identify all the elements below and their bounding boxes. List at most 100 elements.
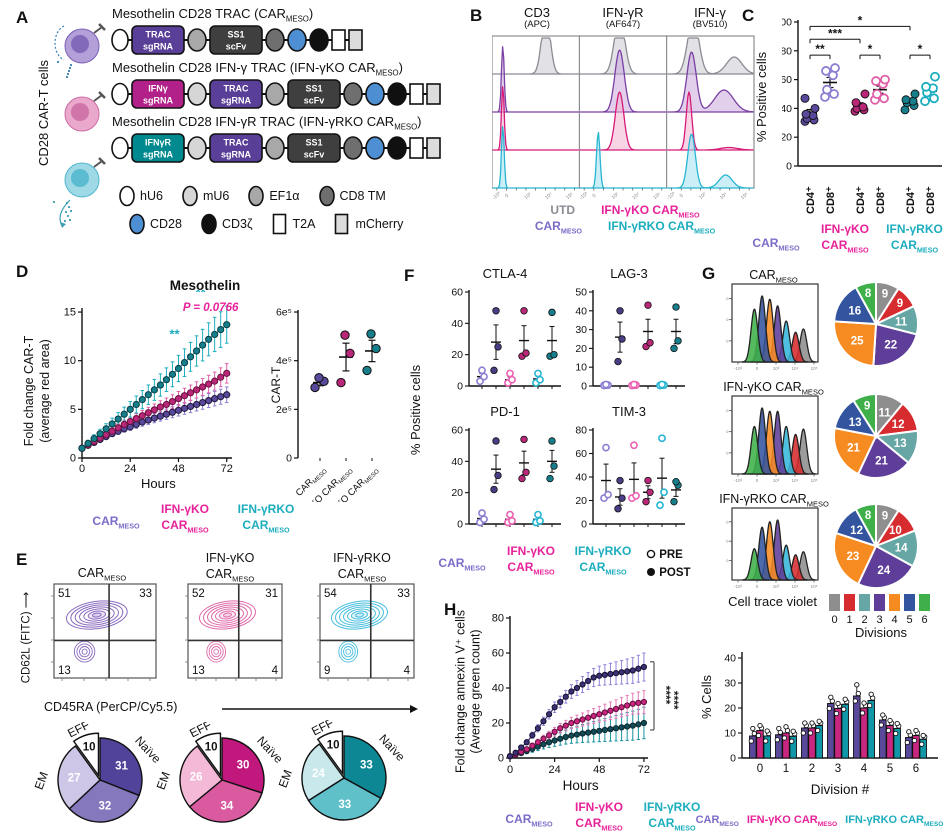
svg-text:-10³: -10³	[666, 191, 677, 202]
legend-item-mCherry: mCherry	[333, 212, 403, 236]
g-title-car: CARMESO	[749, 268, 798, 285]
svg-text:EM: EM	[154, 770, 173, 792]
svg-text:**: **	[169, 326, 180, 341]
svg-text:200: 200	[726, 429, 729, 434]
svg-text:10⁵: 10⁵	[811, 366, 818, 371]
h-legend-rko: IFN-γRKO CARMESO	[643, 800, 701, 832]
svg-text:50: 50	[575, 287, 587, 299]
cell-nucleus	[71, 103, 89, 121]
svg-text:100: 100	[726, 558, 729, 563]
construct-diagram-2: IFNγ sgRNA TRAC sgRNA SS1 scFv	[111, 79, 441, 109]
svg-text:4: 4	[891, 614, 897, 626]
svg-text:sgRNA: sgRNA	[143, 150, 174, 160]
svg-text:EM: EM	[32, 770, 51, 792]
svg-text:CD4⁺: CD4⁺	[905, 186, 917, 214]
construct-diagram-3: IFNγR sgRNA TRAC sgRNA SS1 scFv	[111, 133, 441, 163]
svg-text:10⁵: 10⁵	[652, 191, 662, 201]
g-division-bar-chart: 0 10 20 30 40 0 1 2 3 4 5 6 Division #	[724, 652, 938, 797]
svg-text:4e⁵: 4e⁵	[276, 355, 292, 367]
g-title-ko: IFN-γKO CARMESO	[723, 380, 824, 397]
svg-text:EM: EM	[276, 768, 295, 790]
up-arrow-icon: ⟶	[20, 591, 33, 609]
panel-f-label: F	[404, 266, 415, 285]
filled-circle-icon	[647, 568, 655, 577]
svg-text:IFNγ: IFNγ	[148, 84, 168, 94]
svg-text:****: ****	[667, 691, 681, 710]
svg-text:2: 2	[809, 763, 815, 775]
svg-text:10⁴: 10⁴	[544, 191, 554, 201]
g-x-axis-label: Cell trace violet	[728, 594, 817, 609]
svg-text:13: 13	[849, 417, 862, 429]
svg-text:24: 24	[124, 463, 136, 475]
svg-text:2: 2	[861, 614, 867, 626]
svg-text:SS1: SS1	[227, 30, 244, 40]
f-legend-prepost: PRE POST	[646, 546, 691, 583]
b-legend-rko: IFN-γRKO CARMESO	[608, 219, 716, 236]
svg-text:0: 0	[730, 753, 736, 765]
svg-text:0: 0	[504, 193, 510, 200]
e-pie-ko: 30342610NaïveCMEMEFF	[154, 722, 286, 823]
b-legend-car: CARMESO	[534, 219, 582, 236]
f-title-ctla4: CTLA-4	[482, 266, 528, 281]
svg-text:sgRNA: sgRNA	[143, 96, 174, 106]
construct-legend-row-1: hU6 mU6 EF1α CD8 TM	[118, 184, 386, 208]
c-y-axis-label: % Positive cells	[754, 51, 769, 143]
d-legend-rko: IFN-γRKO CARMESO	[237, 502, 295, 534]
legend-item-mU6: mU6	[181, 184, 229, 208]
g-histogram-rko: 100 200 300 -10³ 0 10³ 10⁴ 10⁵	[726, 507, 819, 589]
svg-text:5: 5	[70, 404, 76, 416]
right-arrow-icon	[410, 705, 418, 713]
svg-text:72: 72	[638, 764, 650, 776]
panel-h-label: H	[444, 600, 457, 619]
svg-text:10³: 10³	[698, 191, 708, 200]
svg-text:0: 0	[457, 519, 463, 531]
svg-text:21: 21	[875, 456, 888, 468]
svg-text:48: 48	[593, 764, 605, 776]
svg-text:***: ***	[828, 26, 842, 40]
svg-text:0: 0	[581, 519, 587, 531]
open-circle-icon	[646, 549, 656, 559]
svg-text:33: 33	[338, 799, 351, 811]
svg-text:0: 0	[757, 763, 763, 775]
svg-text:TRAC: TRAC	[224, 138, 249, 148]
svg-text:72: 72	[221, 463, 233, 475]
f-plot-tim3: 0 20 40 60 80	[575, 425, 685, 531]
g-histogram-car: 100 200 300 -10³ 0 10³ 10⁴ 10⁵	[726, 283, 819, 371]
g-bar-legend-rko: IFN-γRKO CARMESO	[845, 814, 944, 829]
svg-text:31: 31	[265, 588, 278, 600]
svg-text:CD8⁺: CD8⁺	[925, 186, 937, 214]
f-title-pd1: PD-1	[490, 404, 520, 419]
svg-text:0: 0	[498, 753, 504, 765]
svg-text:6: 6	[913, 763, 919, 775]
svg-text:21: 21	[847, 442, 860, 454]
svg-text:100: 100	[726, 338, 729, 343]
svg-text:13: 13	[192, 665, 205, 677]
svg-text:10⁴: 10⁴	[631, 191, 641, 201]
svg-text:-10³: -10³	[734, 478, 743, 483]
svg-text:10³: 10³	[773, 478, 780, 483]
svg-text:0: 0	[70, 453, 76, 465]
svg-text:TRAC: TRAC	[146, 30, 171, 40]
svg-text:10: 10	[889, 525, 902, 537]
f-title-tim3: TIM-3	[612, 404, 646, 419]
panel-a-label: A	[16, 8, 29, 27]
svg-text:*: *	[858, 14, 863, 27]
e-title-car: CARMESO	[77, 566, 127, 583]
svg-text:**: **	[196, 290, 207, 299]
svg-text:20: 20	[575, 495, 587, 507]
f-title-lag3: LAG-3	[610, 266, 648, 281]
svg-text:0: 0	[507, 764, 513, 776]
svg-text:4: 4	[272, 665, 279, 677]
legend-item-hU6: hU6	[118, 184, 163, 208]
svg-text:80: 80	[575, 425, 587, 437]
svg-text:51: 51	[58, 588, 71, 600]
svg-text:30: 30	[575, 324, 587, 336]
svg-text:10³: 10³	[523, 191, 533, 200]
svg-text:54: 54	[324, 588, 337, 600]
svg-text:0: 0	[679, 193, 685, 200]
svg-text:26: 26	[190, 772, 203, 784]
svg-text:10: 10	[724, 728, 736, 740]
svg-text:SS1: SS1	[305, 84, 322, 94]
svg-text:60: 60	[782, 74, 792, 86]
